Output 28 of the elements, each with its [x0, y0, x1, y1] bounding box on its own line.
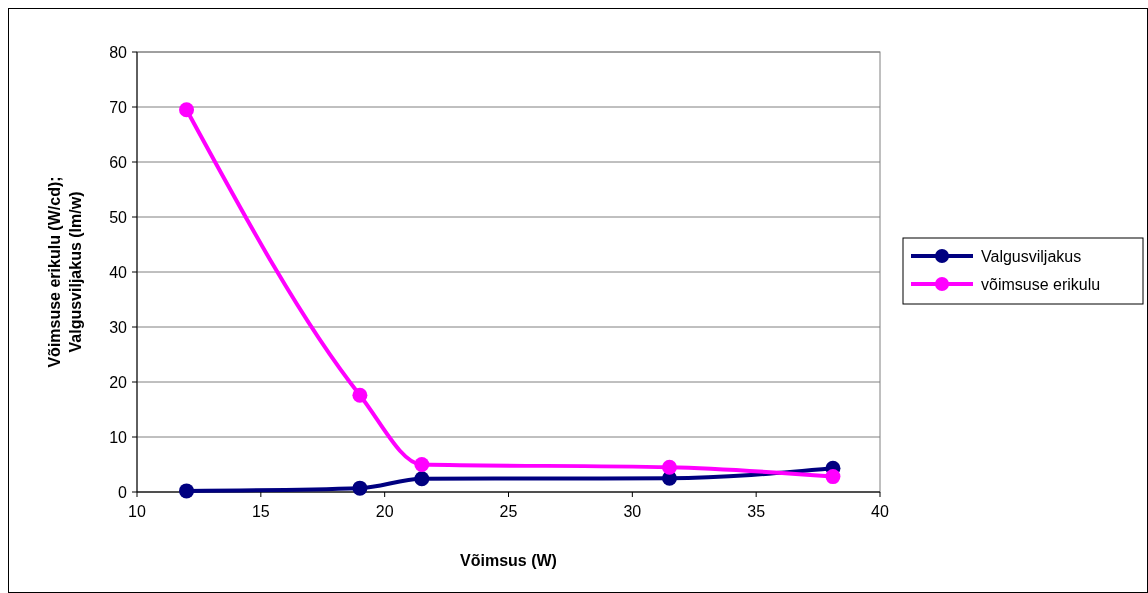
point [179, 483, 195, 499]
x-tick-label: 25 [499, 503, 518, 520]
y-tick-label: 70 [109, 98, 128, 116]
x-tick-label: 30 [623, 503, 642, 520]
point [825, 469, 841, 485]
y-tick-label: 20 [109, 373, 128, 391]
y-axis-title: Võimsuse erikulu (W/cd); Valgusviljakus (lm/w) [46, 176, 84, 368]
x-tick-label: 15 [251, 503, 270, 520]
y-tick-label: 60 [109, 153, 128, 171]
point [661, 459, 677, 475]
x-tick-label: 10 [128, 503, 146, 520]
point [179, 102, 195, 118]
y-tick-label: 50 [109, 208, 128, 226]
y-tick-label: 0 [118, 483, 128, 501]
x-tick-label: 35 [747, 503, 766, 520]
y-tick-label: 10 [109, 428, 128, 446]
y-tick-label: 40 [109, 263, 128, 281]
point [352, 480, 368, 496]
point [352, 387, 368, 403]
y-tick-label: 80 [109, 43, 128, 61]
point [414, 471, 430, 487]
legend-label: võimsuse erikulu [981, 275, 1101, 293]
legend-label: Valgusviljakus [981, 247, 1082, 265]
point [414, 457, 430, 472]
x-tick-label: 20 [375, 503, 394, 520]
x-axis-title: Võimsus (W) [460, 552, 557, 569]
y-tick-label: 30 [109, 318, 128, 336]
x-tick-label: 40 [871, 503, 889, 520]
